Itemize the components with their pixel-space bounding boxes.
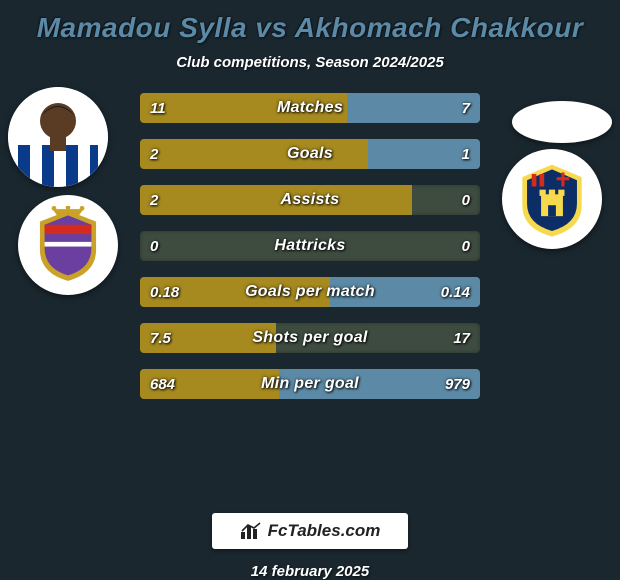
villarreal-crest-icon	[513, 160, 591, 238]
stat-row: Min per goal684979	[140, 369, 480, 399]
stat-bar-right	[279, 369, 480, 399]
player-left-silhouette-icon	[8, 87, 108, 187]
stat-bar-left	[140, 93, 347, 123]
stat-value-right: 17	[453, 323, 470, 353]
real-valladolid-crest-icon	[29, 206, 107, 284]
stat-row: Hattricks0 0	[140, 231, 480, 261]
stat-bar-left	[140, 323, 276, 353]
footer-date: 14 february 2025	[251, 563, 369, 580]
stat-label: Hattricks	[140, 231, 480, 261]
stat-row: Goals21	[140, 139, 480, 169]
stat-row: Assists20	[140, 185, 480, 215]
club-left-crest	[18, 195, 118, 295]
stat-row: Shots per goal7.517	[140, 323, 480, 353]
player-right-avatar	[512, 101, 612, 143]
content-root: Mamadou Sylla vs Akhomach Chakkour Club …	[0, 0, 620, 580]
stat-bar-left	[140, 277, 330, 307]
stat-bar-left	[140, 139, 368, 169]
player-left-avatar	[8, 87, 108, 187]
stat-value-right: 0	[462, 231, 470, 261]
club-right-crest	[502, 149, 602, 249]
stat-bars: Matches117Goals21Assists20Hattricks00Goa…	[140, 93, 480, 399]
fctables-bars-icon	[240, 522, 262, 540]
stat-bar-left	[140, 369, 279, 399]
page-title: Mamadou Sylla vs Akhomach Chakkour	[37, 12, 584, 44]
stat-bar-right	[330, 277, 480, 307]
stat-row: Matches117	[140, 93, 480, 123]
footer-logo: FcTables.com	[212, 513, 409, 549]
footer-logo-text: FcTables.com	[268, 521, 381, 541]
stat-bar-right	[347, 93, 480, 123]
stat-row: Goals per match0.180.14	[140, 277, 480, 307]
stat-bar-left	[140, 185, 412, 215]
comparison-stage: Matches117Goals21Assists20Hattricks00Goa…	[0, 71, 620, 507]
stat-bar-right	[368, 139, 480, 169]
stat-value-left: 0	[150, 231, 158, 261]
stat-value-right: 0	[462, 185, 470, 215]
page-subtitle: Club competitions, Season 2024/2025	[176, 54, 444, 71]
